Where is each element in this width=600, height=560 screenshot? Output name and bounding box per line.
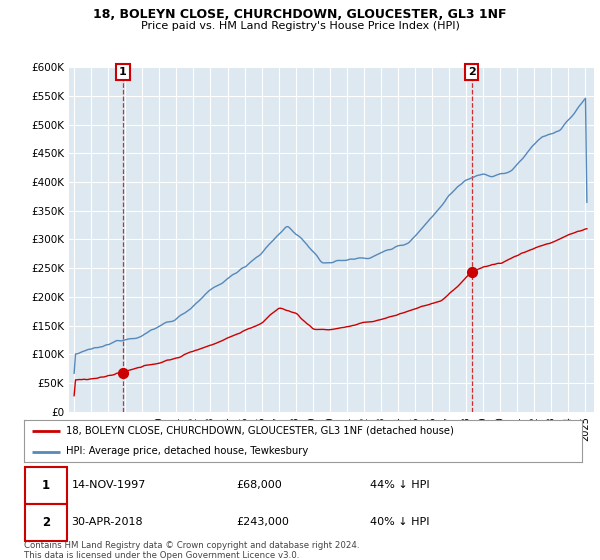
Text: 18, BOLEYN CLOSE, CHURCHDOWN, GLOUCESTER, GL3 1NF (detached house): 18, BOLEYN CLOSE, CHURCHDOWN, GLOUCESTER…: [66, 426, 454, 436]
Point: [118, 368, 128, 377]
Text: HPI: Average price, detached house, Tewkesbury: HPI: Average price, detached house, Tewk…: [66, 446, 308, 456]
Text: 30-APR-2018: 30-APR-2018: [71, 517, 143, 527]
FancyBboxPatch shape: [25, 466, 67, 503]
Text: 18, BOLEYN CLOSE, CHURCHDOWN, GLOUCESTER, GL3 1NF: 18, BOLEYN CLOSE, CHURCHDOWN, GLOUCESTER…: [93, 8, 507, 21]
Text: 1: 1: [42, 479, 50, 492]
Text: 2: 2: [468, 67, 476, 77]
Text: Price paid vs. HM Land Registry's House Price Index (HPI): Price paid vs. HM Land Registry's House …: [140, 21, 460, 31]
Text: Contains HM Land Registry data © Crown copyright and database right 2024.
This d: Contains HM Land Registry data © Crown c…: [24, 540, 359, 560]
Text: £243,000: £243,000: [236, 517, 289, 527]
Text: 44% ↓ HPI: 44% ↓ HPI: [370, 480, 430, 490]
Point: [467, 268, 476, 277]
Text: 2: 2: [42, 516, 50, 529]
FancyBboxPatch shape: [25, 503, 67, 540]
Text: £68,000: £68,000: [236, 480, 282, 490]
Text: 1: 1: [119, 67, 127, 77]
Text: 40% ↓ HPI: 40% ↓ HPI: [370, 517, 430, 527]
Text: 14-NOV-1997: 14-NOV-1997: [71, 480, 146, 490]
